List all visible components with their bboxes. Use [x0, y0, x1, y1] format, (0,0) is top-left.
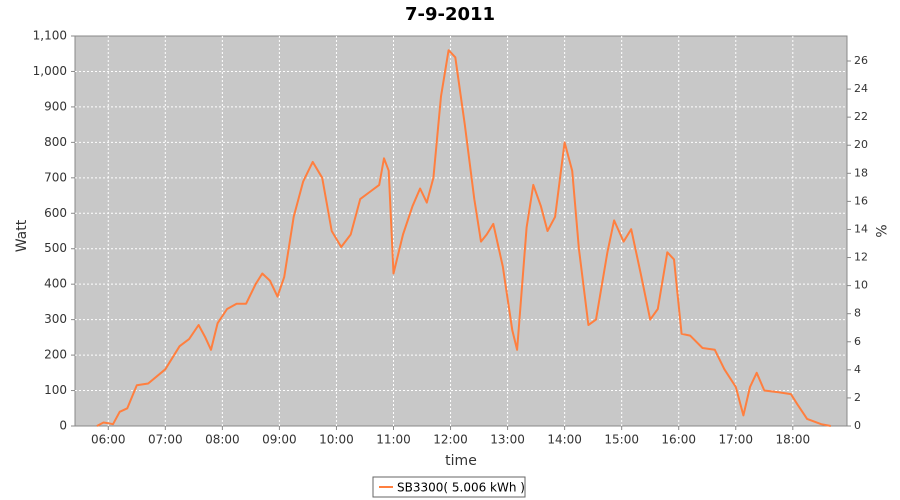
- y2-tick-label: 0: [854, 419, 861, 432]
- y2-tick-label: 14: [854, 222, 868, 235]
- y2-tick-label: 8: [854, 307, 861, 320]
- x-tick-label: 10:00: [319, 433, 354, 447]
- y-tick-label: 1,100: [33, 29, 67, 43]
- y-tick-label: 100: [44, 383, 67, 397]
- legend-box: [372, 476, 526, 498]
- y2-tick-label: 16: [854, 194, 868, 207]
- y-tick-label: 300: [44, 312, 67, 326]
- x-tick-label: 08:00: [205, 433, 240, 447]
- y2-tick-label: 20: [854, 138, 868, 151]
- y2-tick-label: 6: [854, 335, 861, 348]
- y2-tick-label: 22: [854, 110, 868, 123]
- y2-tick-label: 26: [854, 54, 868, 67]
- x-tick-label: 12:00: [433, 433, 468, 447]
- y-tick-label: 0: [59, 419, 67, 433]
- y2-tick-label: 18: [854, 166, 868, 179]
- x-tick-label: 18:00: [776, 433, 811, 447]
- x-tick-label: 06:00: [91, 433, 126, 447]
- y-tick-label: 900: [44, 99, 67, 113]
- y2-tick-label: 24: [854, 82, 868, 95]
- x-tick-label: 11:00: [376, 433, 411, 447]
- x-tick-label: 09:00: [262, 433, 297, 447]
- chart-title: 7-9-2011: [405, 4, 495, 25]
- legend-label: SB3300( 5.006 kWh ): [397, 481, 525, 495]
- y2-tick-label: 4: [854, 363, 861, 376]
- x-tick-label: 17:00: [718, 433, 753, 447]
- x-axis-label: time: [445, 453, 477, 469]
- y-tick-label: 400: [44, 277, 67, 291]
- y-tick-label: 600: [44, 206, 67, 220]
- x-tick-label: 13:00: [490, 433, 525, 447]
- y-tick-label: 700: [44, 170, 67, 184]
- y-tick-label: 200: [44, 348, 67, 362]
- y2-tick-label: 10: [854, 279, 868, 292]
- y-tick-label: 500: [44, 241, 67, 255]
- series-line: [96, 49, 831, 427]
- x-tick-label: 16:00: [661, 433, 696, 447]
- y2-tick-label: 12: [854, 251, 868, 264]
- y-axis-label: Watt: [14, 219, 30, 252]
- y2-axis-label: %: [872, 224, 888, 237]
- x-tick-label: 07:00: [148, 433, 183, 447]
- x-tick-label: 15:00: [604, 433, 639, 447]
- y-tick-label: 1,000: [33, 64, 67, 78]
- y2-tick-label: 2: [854, 391, 861, 404]
- x-tick-label: 14:00: [547, 433, 582, 447]
- y-tick-label: 800: [44, 135, 67, 149]
